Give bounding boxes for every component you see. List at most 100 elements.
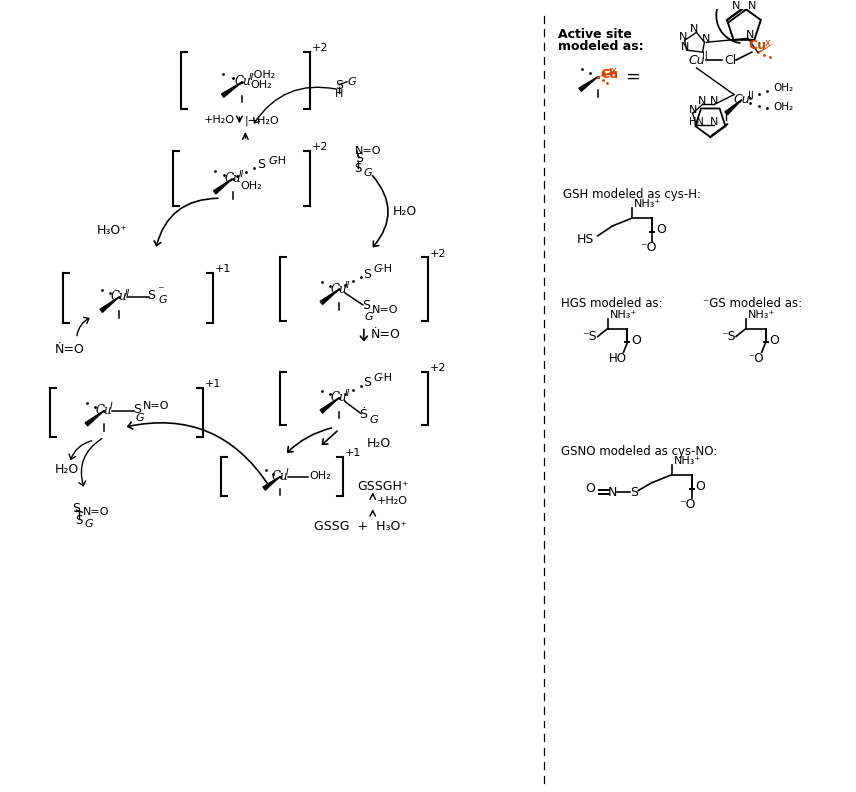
Text: S: S	[630, 486, 639, 499]
Text: Ṅ=O: Ṅ=O	[371, 328, 401, 341]
Text: GSSG  +  H₃O⁺: GSSG + H₃O⁺	[314, 520, 407, 532]
Text: GSSGH⁺: GSSGH⁺	[357, 480, 408, 493]
Text: N=O: N=O	[143, 401, 169, 410]
Text: OH₂: OH₂	[774, 102, 794, 112]
Polygon shape	[222, 82, 242, 97]
Text: N: N	[732, 1, 740, 11]
Text: +1: +1	[345, 448, 361, 458]
Text: NH₃⁺: NH₃⁺	[674, 456, 701, 466]
Polygon shape	[263, 477, 280, 490]
Polygon shape	[597, 71, 617, 77]
Text: N: N	[746, 30, 754, 40]
Polygon shape	[320, 398, 339, 413]
Text: G: G	[347, 77, 356, 87]
Text: GSNO modeled as cys-NO:: GSNO modeled as cys-NO:	[562, 445, 717, 458]
Text: +1: +1	[215, 265, 231, 274]
Text: ·OH₂: ·OH₂	[250, 70, 276, 80]
Text: G: G	[85, 519, 93, 529]
Text: S: S	[363, 376, 371, 390]
Text: ⁻GS modeled as:: ⁻GS modeled as:	[704, 297, 803, 310]
Text: HS: HS	[576, 233, 594, 246]
Text: Active site: Active site	[558, 29, 633, 41]
Text: II: II	[748, 90, 753, 101]
Text: Cu: Cu	[271, 470, 288, 483]
Text: H₂O: H₂O	[366, 436, 391, 450]
Text: N: N	[681, 42, 689, 52]
Polygon shape	[758, 42, 776, 52]
Text: ⁻S: ⁻S	[583, 330, 597, 343]
Text: S: S	[362, 299, 370, 312]
Text: G: G	[374, 265, 383, 274]
Text: Cu: Cu	[330, 283, 348, 295]
Text: ·H: ·H	[381, 373, 393, 383]
Text: S: S	[363, 268, 371, 281]
Text: NH₃⁺: NH₃⁺	[634, 199, 662, 209]
Text: N=O: N=O	[355, 146, 382, 156]
Text: O: O	[585, 482, 595, 495]
Text: OH₂: OH₂	[241, 181, 262, 192]
Text: O: O	[632, 334, 641, 347]
Text: O: O	[696, 480, 705, 493]
Text: Cu: Cu	[234, 75, 251, 88]
Text: Cu: Cu	[734, 93, 750, 106]
Text: HO: HO	[609, 352, 627, 364]
Text: +1: +1	[205, 379, 221, 389]
Text: H₂O: H₂O	[55, 463, 79, 476]
Text: I: I	[286, 468, 288, 478]
Polygon shape	[725, 100, 742, 115]
Text: ⁻: ⁻	[158, 284, 164, 298]
Polygon shape	[579, 77, 597, 91]
Text: Ṡ: Ṡ	[359, 408, 367, 421]
Text: Cl: Cl	[724, 54, 736, 67]
Text: Cu: Cu	[96, 404, 112, 417]
Text: II: II	[239, 170, 244, 179]
Text: Ṅ=O: Ṅ=O	[55, 343, 85, 356]
Polygon shape	[213, 178, 233, 194]
Text: N: N	[710, 97, 718, 106]
Text: Cu: Cu	[110, 291, 128, 303]
Text: O: O	[770, 334, 780, 347]
Text: II: II	[248, 74, 253, 82]
Text: N: N	[688, 105, 697, 116]
Text: |−H₂O: |−H₂O	[244, 115, 279, 125]
Polygon shape	[320, 289, 339, 304]
Text: II: II	[345, 280, 350, 290]
Text: NH₃⁺: NH₃⁺	[609, 310, 637, 320]
Text: G: G	[158, 295, 167, 305]
Text: ⁻S: ⁻S	[721, 330, 735, 343]
Text: G: G	[365, 312, 373, 322]
Text: +2: +2	[430, 249, 447, 258]
Text: GSH modeled as cys-H:: GSH modeled as cys-H:	[563, 188, 701, 201]
Text: ·H: ·H	[275, 156, 287, 166]
Text: N: N	[710, 117, 718, 128]
Text: G: G	[370, 415, 378, 425]
Text: II: II	[345, 389, 350, 398]
Text: S: S	[336, 79, 343, 92]
Polygon shape	[100, 297, 119, 312]
Polygon shape	[86, 410, 104, 426]
Text: II: II	[703, 51, 708, 61]
Text: modeled as:: modeled as:	[558, 40, 644, 53]
Text: OH₂: OH₂	[250, 80, 272, 89]
Text: H: H	[335, 89, 343, 98]
Text: N: N	[691, 25, 698, 34]
Text: x: x	[610, 66, 616, 76]
Text: Cu: Cu	[749, 39, 767, 52]
Text: =: =	[625, 68, 640, 86]
Text: +2: +2	[430, 363, 447, 373]
Text: OH₂: OH₂	[310, 470, 331, 481]
Text: H₃O⁺: H₃O⁺	[97, 224, 128, 238]
Text: Cu: Cu	[601, 68, 619, 82]
Text: S: S	[355, 152, 363, 166]
Text: S: S	[147, 290, 156, 303]
Text: HGS modeled as:: HGS modeled as:	[562, 297, 663, 310]
Text: G: G	[364, 168, 372, 177]
Text: N: N	[679, 32, 687, 42]
Text: Cu: Cu	[224, 172, 241, 185]
Text: S: S	[73, 502, 80, 515]
Text: S: S	[257, 158, 265, 171]
Text: G: G	[374, 373, 383, 383]
Text: +2: +2	[312, 43, 328, 53]
Text: S: S	[74, 513, 82, 527]
Text: ·H: ·H	[381, 265, 393, 274]
